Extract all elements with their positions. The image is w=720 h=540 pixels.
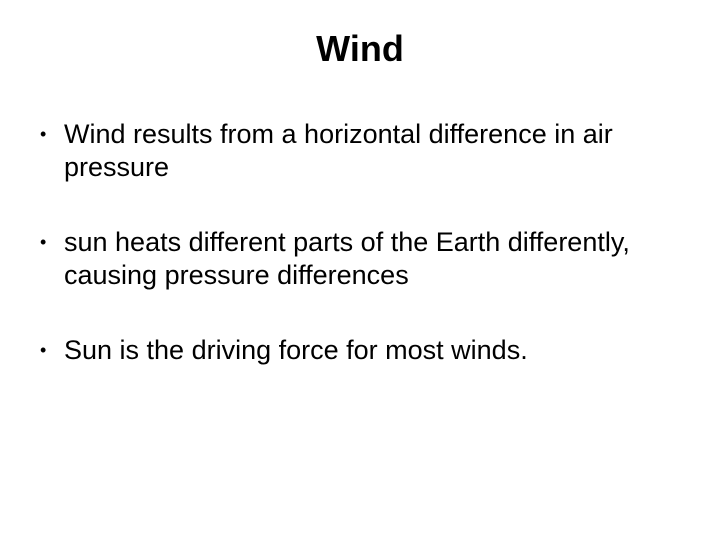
slide-container: Wind • Wind results from a horizontal di… [0, 0, 720, 540]
bullet-item: • Sun is the driving force for most wind… [40, 334, 690, 367]
bullet-text: Sun is the driving force for most winds. [64, 334, 690, 367]
bullet-item: • sun heats different parts of the Earth… [40, 226, 690, 292]
slide-title: Wind [30, 28, 690, 70]
bullet-marker-icon: • [40, 226, 64, 258]
bullet-item: • Wind results from a horizontal differe… [40, 118, 690, 184]
bullet-marker-icon: • [40, 118, 64, 150]
bullet-text: sun heats different parts of the Earth d… [64, 226, 690, 292]
bullet-text: Wind results from a horizontal differenc… [64, 118, 690, 184]
bullet-list: • Wind results from a horizontal differe… [30, 118, 690, 367]
bullet-marker-icon: • [40, 334, 64, 366]
